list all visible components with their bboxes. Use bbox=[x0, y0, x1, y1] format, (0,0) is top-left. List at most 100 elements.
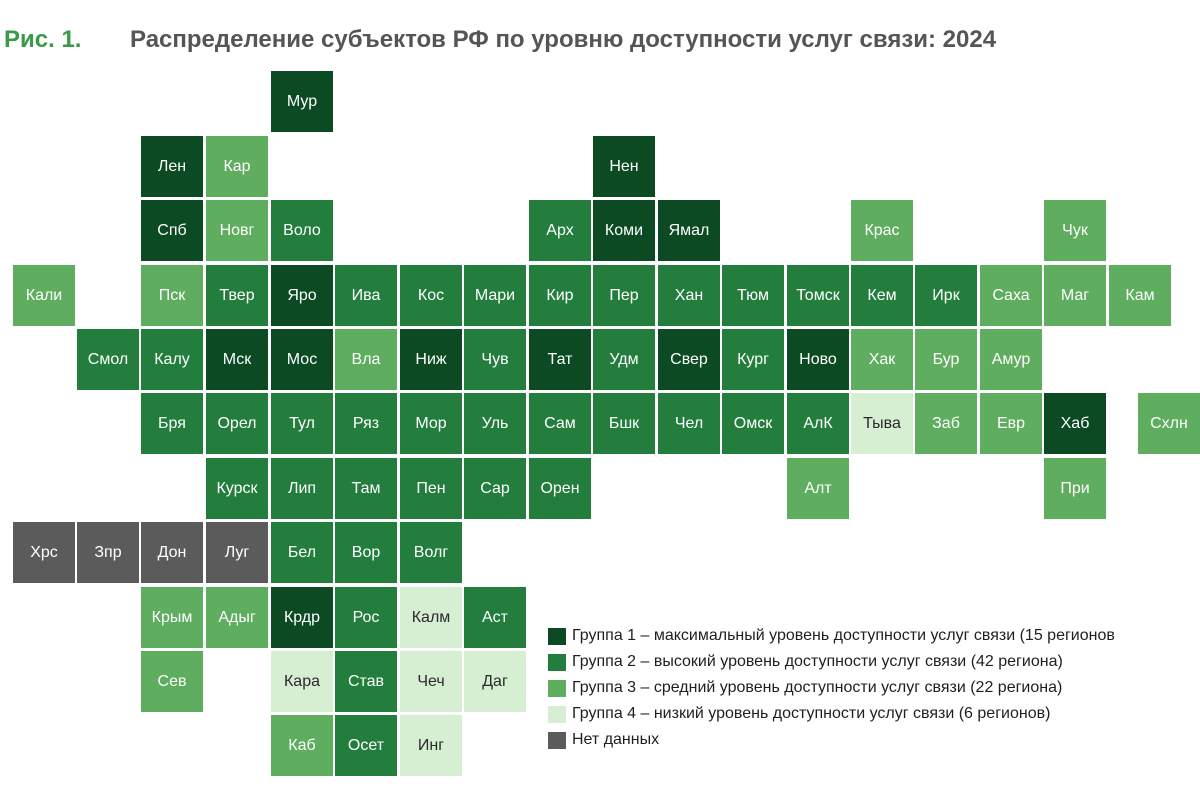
region-tile-32: Мос bbox=[271, 329, 333, 390]
region-tile-70: Дон bbox=[141, 522, 203, 583]
region-tile-29: Смол bbox=[77, 329, 139, 390]
region-tile-77: Крдр bbox=[271, 587, 333, 648]
region-tile-28: Кам bbox=[1109, 265, 1171, 326]
region-tile-23: Томск bbox=[787, 265, 849, 326]
region-tile-79: Калм bbox=[400, 587, 462, 648]
region-tile-71: Луг bbox=[206, 522, 268, 583]
region-tile-10: Крас bbox=[851, 200, 913, 261]
legend-swatch-group-3 bbox=[548, 679, 566, 697]
region-tile-16: Ива bbox=[335, 265, 397, 326]
region-tile-61: Лип bbox=[271, 458, 333, 519]
region-tile-46: Тул bbox=[271, 393, 333, 454]
region-tile-74: Волг bbox=[400, 522, 462, 583]
region-tile-36: Тат bbox=[529, 329, 591, 390]
region-tile-78: Рос bbox=[335, 587, 397, 648]
region-tile-42: Бур bbox=[915, 329, 977, 390]
region-tile-87: Осет bbox=[335, 715, 397, 776]
region-tile-63: Пен bbox=[400, 458, 462, 519]
region-tile-20: Пер bbox=[593, 265, 655, 326]
region-tile-13: Пск bbox=[141, 265, 203, 326]
legend-label-group-2: Группа 2 – высокий уровень доступности у… bbox=[572, 653, 1063, 670]
legend-item-group-1: Группа 1 – максимальный уровень доступно… bbox=[548, 623, 1115, 649]
region-tile-84: Чеч bbox=[400, 651, 462, 712]
region-tile-5: Новг bbox=[206, 200, 268, 261]
legend-swatch-group-2 bbox=[548, 653, 566, 671]
region-tile-37: Удм bbox=[593, 329, 655, 390]
region-tile-75: Крым bbox=[141, 587, 203, 648]
region-tile-35: Чув bbox=[464, 329, 526, 390]
region-tile-45: Орел bbox=[206, 393, 268, 454]
region-tile-53: Омск bbox=[722, 393, 784, 454]
region-tile-67: При bbox=[1044, 458, 1106, 519]
region-tile-51: Бшк bbox=[593, 393, 655, 454]
region-tile-76: Адыг bbox=[206, 587, 268, 648]
region-tile-25: Ирк bbox=[915, 265, 977, 326]
region-tile-22: Тюм bbox=[722, 265, 784, 326]
region-tile-85: Даг bbox=[464, 651, 526, 712]
region-tile-18: Мари bbox=[464, 265, 526, 326]
region-tile-49: Уль bbox=[464, 393, 526, 454]
region-tile-73: Вор bbox=[335, 522, 397, 583]
region-tile-55: Тыва bbox=[851, 393, 913, 454]
region-tile-83: Став bbox=[335, 651, 397, 712]
region-tile-86: Каб bbox=[271, 715, 333, 776]
region-tile-3: Нен bbox=[593, 136, 655, 197]
region-tile-88: Инг bbox=[400, 715, 462, 776]
region-tile-11: Чук bbox=[1044, 200, 1106, 261]
region-tile-34: Ниж bbox=[400, 329, 462, 390]
region-tile-15: Яро bbox=[271, 265, 333, 326]
region-tile-33: Вла bbox=[335, 329, 397, 390]
region-tile-50: Сам bbox=[529, 393, 591, 454]
legend: Группа 1 – максимальный уровень доступно… bbox=[548, 623, 1115, 753]
region-tile-30: Калу bbox=[141, 329, 203, 390]
region-tile-12: Кали bbox=[13, 265, 75, 326]
region-tile-14: Твер bbox=[206, 265, 268, 326]
region-tile-0: Мур bbox=[271, 71, 333, 132]
region-tile-7: Арх bbox=[529, 200, 591, 261]
region-tile-39: Кург bbox=[722, 329, 784, 390]
region-tile-38: Свер bbox=[658, 329, 720, 390]
region-tile-72: Бел bbox=[271, 522, 333, 583]
region-tile-43: Амур bbox=[980, 329, 1042, 390]
legend-label-group-4: Группа 4 – низкий уровень доступности ус… bbox=[572, 705, 1051, 722]
legend-label-group-1: Группа 1 – максимальный уровень доступно… bbox=[572, 627, 1115, 644]
region-tile-82: Кара bbox=[271, 651, 333, 712]
figure-number: Рис. 1. bbox=[4, 26, 82, 53]
legend-label-no-data: Нет данных bbox=[572, 731, 660, 748]
region-tile-2: Кар bbox=[206, 136, 268, 197]
region-tile-80: Аст bbox=[464, 587, 526, 648]
region-tile-48: Мор bbox=[400, 393, 462, 454]
region-tile-26: Саха bbox=[980, 265, 1042, 326]
legend-label-group-3: Группа 3 – средний уровень доступности у… bbox=[572, 679, 1063, 696]
region-tile-1: Лен bbox=[141, 136, 203, 197]
region-tile-66: Алт bbox=[787, 458, 849, 519]
region-tile-41: Хак bbox=[851, 329, 913, 390]
region-tile-69: Зпр bbox=[77, 522, 139, 583]
figure-title-text: Распределение субъектов РФ по уровню дос… bbox=[130, 26, 997, 53]
region-tile-64: Сар bbox=[464, 458, 526, 519]
region-tile-44: Бря bbox=[141, 393, 203, 454]
region-tile-17: Кос bbox=[400, 265, 462, 326]
region-tile-57: Евр bbox=[980, 393, 1042, 454]
legend-item-no-data: Нет данных bbox=[548, 727, 1115, 753]
legend-swatch-group-4 bbox=[548, 705, 566, 723]
legend-swatch-group-1 bbox=[548, 627, 566, 645]
legend-item-group-4: Группа 4 – низкий уровень доступности ус… bbox=[548, 701, 1115, 727]
region-tile-19: Кир bbox=[529, 265, 591, 326]
region-tile-9: Ямал bbox=[658, 200, 720, 261]
region-tile-52: Чел bbox=[658, 393, 720, 454]
region-tile-56: Заб bbox=[915, 393, 977, 454]
region-tile-4: Спб bbox=[141, 200, 203, 261]
region-tile-58: Хаб bbox=[1044, 393, 1106, 454]
region-tile-6: Воло bbox=[271, 200, 333, 261]
region-tile-65: Орен bbox=[529, 458, 591, 519]
legend-item-group-3: Группа 3 – средний уровень доступности у… bbox=[548, 675, 1115, 701]
region-tile-62: Там bbox=[335, 458, 397, 519]
region-tile-40: Ново bbox=[787, 329, 849, 390]
legend-swatch-no-data bbox=[548, 731, 566, 749]
region-tile-81: Сев bbox=[141, 651, 203, 712]
region-tile-60: Курск bbox=[206, 458, 268, 519]
region-tile-54: АлК bbox=[787, 393, 849, 454]
region-tile-47: Ряз bbox=[335, 393, 397, 454]
